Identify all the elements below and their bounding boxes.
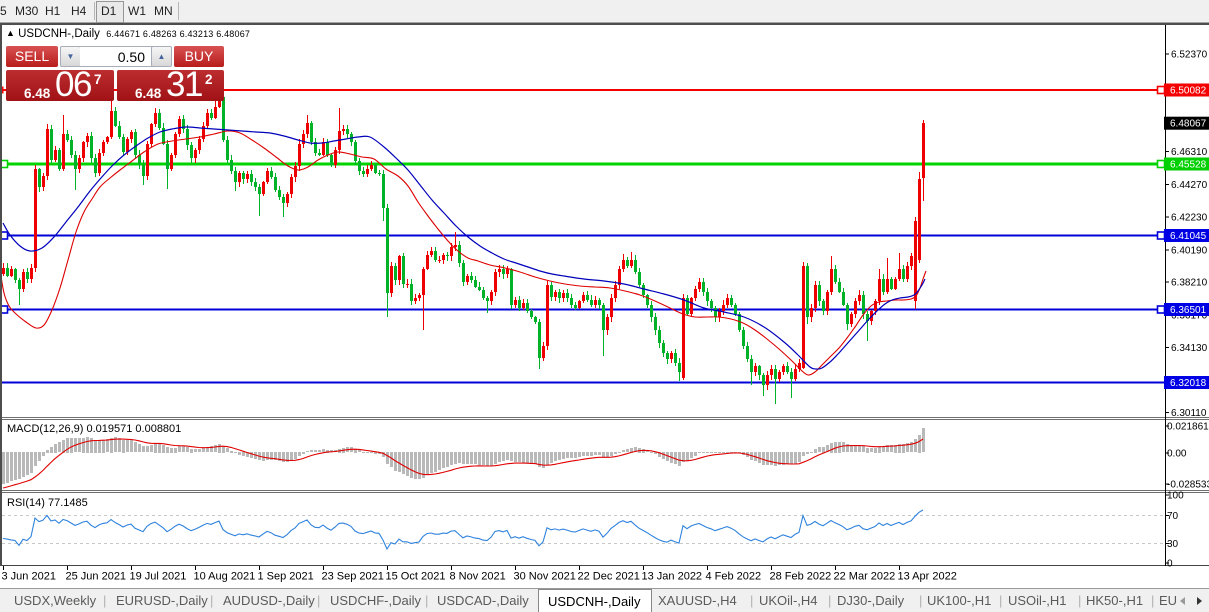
svg-text:RSI(14) 77.1485: RSI(14) 77.1485 bbox=[7, 497, 88, 509]
svg-text:28 Feb 2022: 28 Feb 2022 bbox=[770, 571, 832, 583]
svg-text:6.42230: 6.42230 bbox=[1171, 213, 1208, 224]
svg-text:13 Apr 2022: 13 Apr 2022 bbox=[898, 571, 957, 583]
svg-text:6.44270: 6.44270 bbox=[1171, 180, 1208, 191]
svg-text:6.41045: 6.41045 bbox=[1170, 231, 1207, 242]
svg-text:100: 100 bbox=[1167, 491, 1184, 502]
svg-text:25 Jun 2021: 25 Jun 2021 bbox=[66, 571, 127, 583]
svg-text:6.48067: 6.48067 bbox=[1170, 119, 1207, 130]
svg-text:30: 30 bbox=[1167, 539, 1179, 550]
svg-text:23 Sep 2021: 23 Sep 2021 bbox=[322, 571, 384, 583]
svg-text:6.40190: 6.40190 bbox=[1171, 246, 1208, 257]
svg-text:0.021861: 0.021861 bbox=[1167, 422, 1209, 433]
svg-text:13 Jan 2022: 13 Jan 2022 bbox=[642, 571, 703, 583]
svg-text:3 Jun 2021: 3 Jun 2021 bbox=[2, 571, 56, 583]
svg-text:MACD(12,26,9) 0.019571 0.00880: MACD(12,26,9) 0.019571 0.008801 bbox=[7, 423, 181, 435]
svg-text:30 Nov 2021: 30 Nov 2021 bbox=[514, 571, 576, 583]
svg-text:6.34130: 6.34130 bbox=[1171, 343, 1208, 354]
svg-text:6.36501: 6.36501 bbox=[1170, 305, 1207, 316]
svg-text:6.30110: 6.30110 bbox=[1171, 408, 1207, 419]
svg-text:15 Oct 2021: 15 Oct 2021 bbox=[386, 571, 446, 583]
svg-text:-0.028533: -0.028533 bbox=[1167, 480, 1209, 491]
svg-text:4 Feb 2022: 4 Feb 2022 bbox=[706, 571, 762, 583]
svg-text:70: 70 bbox=[1167, 511, 1179, 522]
svg-text:0.00: 0.00 bbox=[1167, 449, 1187, 460]
svg-text:10 Aug 2021: 10 Aug 2021 bbox=[194, 571, 256, 583]
svg-text:8 Nov 2021: 8 Nov 2021 bbox=[450, 571, 506, 583]
svg-text:22 Dec 2021: 22 Dec 2021 bbox=[578, 571, 640, 583]
svg-text:6.45528: 6.45528 bbox=[1170, 160, 1207, 171]
svg-text:19 Jul 2021: 19 Jul 2021 bbox=[130, 571, 187, 583]
svg-text:6.50082: 6.50082 bbox=[1170, 86, 1207, 97]
svg-text:6.52370: 6.52370 bbox=[1171, 49, 1208, 60]
svg-text:6.38210: 6.38210 bbox=[1171, 277, 1208, 288]
svg-text:6.46310: 6.46310 bbox=[1171, 147, 1208, 158]
svg-text:0: 0 bbox=[1167, 559, 1173, 570]
svg-text:22 Mar 2022: 22 Mar 2022 bbox=[834, 571, 896, 583]
svg-text:1 Sep 2021: 1 Sep 2021 bbox=[258, 571, 314, 583]
svg-text:6.32018: 6.32018 bbox=[1170, 378, 1207, 389]
